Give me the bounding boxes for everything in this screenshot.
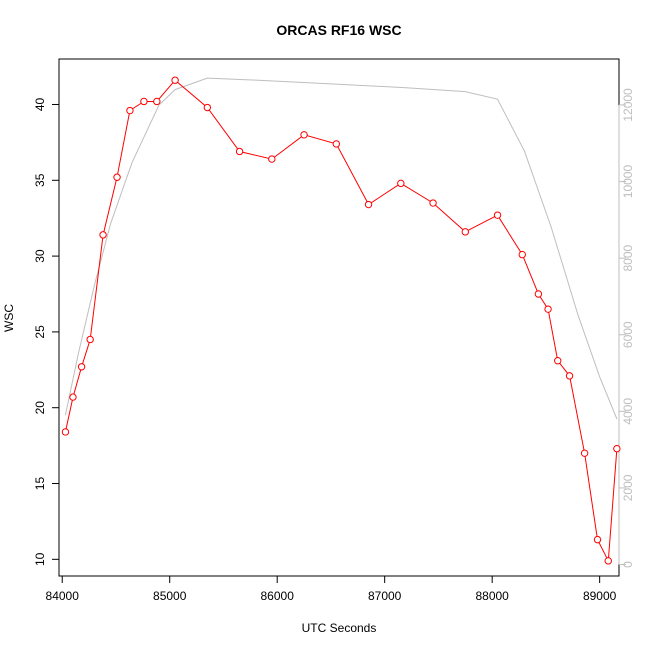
wsc-data-point — [77, 363, 86, 371]
wsc-data-point — [518, 250, 526, 259]
x-axis-label: UTC Seconds — [302, 621, 377, 635]
wsc-data-point — [493, 211, 502, 219]
wsc-data-point — [565, 372, 574, 380]
x-tick-label: 89000 — [583, 589, 617, 603]
series-layer — [61, 76, 621, 565]
x-tick-label: 87000 — [368, 589, 402, 603]
wsc-data-point — [171, 76, 179, 84]
secondary-series-line — [64, 77, 618, 420]
wsc-data-point — [332, 140, 341, 148]
wsc-data-point — [153, 97, 161, 106]
wsc-data-point — [397, 179, 405, 188]
wsc-data-point — [300, 131, 308, 139]
y-tick-label: 15 — [33, 477, 47, 491]
wsc-data-point — [580, 449, 589, 457]
y-axis-label: WSC — [2, 304, 16, 332]
wsc-data-point — [613, 444, 621, 453]
y2-tick-label: 6000 — [621, 321, 635, 348]
wsc-data-point — [69, 393, 77, 401]
y2-tick-label: 0 — [621, 561, 635, 568]
chart-title: ORCAS RF16 WSC — [276, 22, 401, 38]
x-tick-label: 85000 — [153, 589, 187, 603]
x-axis: 84000 85000 86000 87000 88000 89000 — [46, 575, 617, 603]
wsc-data-point — [140, 97, 148, 106]
y2-tick-label: 12000 — [621, 88, 635, 122]
wsc-data-point — [554, 357, 562, 365]
wsc-data-point — [61, 428, 70, 436]
x-tick-label: 86000 — [261, 589, 295, 603]
y2-tick-label: 8000 — [621, 244, 635, 271]
y-tick-label: 35 — [33, 173, 47, 187]
wsc-data-point — [429, 199, 437, 207]
y-tick-label: 20 — [33, 401, 47, 415]
y-tick-label: 10 — [33, 552, 47, 566]
wsc-data-point — [99, 231, 107, 239]
x-tick-label: 88000 — [475, 589, 509, 603]
wsc-data-point — [604, 557, 612, 565]
wsc-data-point — [113, 173, 121, 181]
wsc-data-point — [126, 106, 134, 115]
wsc-data-point — [235, 147, 244, 156]
wsc-data-point — [593, 535, 602, 544]
y2-tick-label: 4000 — [621, 398, 635, 425]
wsc-data-point — [86, 335, 94, 344]
y-tick-label: 30 — [33, 249, 47, 263]
wsc-data-point — [203, 103, 212, 112]
y-tick-label: 25 — [33, 325, 47, 339]
y2-tick-label: 2000 — [621, 474, 635, 501]
x-tick-label: 84000 — [46, 589, 80, 603]
y2-tick-label: 10000 — [621, 165, 635, 199]
wsc-data-point — [364, 200, 373, 209]
wsc-data-point — [544, 305, 552, 313]
y-tick-label: 40 — [33, 97, 47, 111]
y-axis: 10 15 20 25 30 35 40 — [33, 97, 60, 566]
wsc-data-point — [268, 155, 276, 163]
secondary-y-axis: 0 2000 4000 6000 8000 10000 12000 — [618, 88, 635, 568]
wsc-data-point — [534, 290, 543, 298]
wsc-data-point — [461, 228, 469, 236]
